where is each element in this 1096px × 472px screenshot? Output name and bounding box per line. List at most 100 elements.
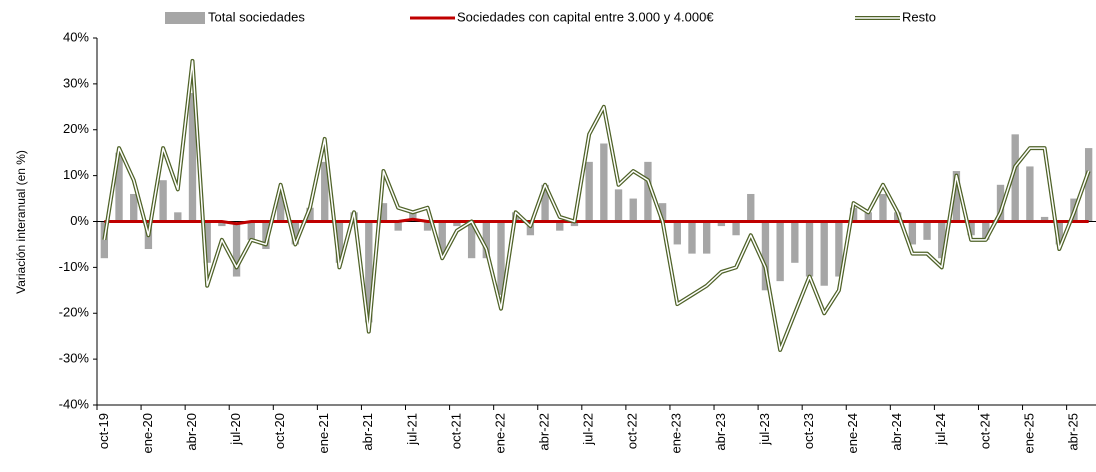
x-tick-label: abr-20 <box>184 413 199 451</box>
bar <box>938 221 946 259</box>
bar <box>717 221 726 227</box>
bar <box>438 221 446 254</box>
bar <box>952 171 961 222</box>
bar <box>115 152 123 222</box>
bar <box>908 221 917 245</box>
bar <box>658 203 667 222</box>
bar <box>218 221 226 227</box>
bar <box>1055 221 1063 245</box>
x-tick-label: jul-21 <box>404 413 419 446</box>
bar <box>1040 216 1049 222</box>
x-tick-label: ene-21 <box>316 413 331 453</box>
bar <box>585 161 593 222</box>
bar <box>497 221 505 295</box>
bar <box>379 203 388 222</box>
y-tick-label: -20% <box>59 305 90 320</box>
line-outer <box>102 58 1091 352</box>
x-tick-label: abr-22 <box>537 413 552 451</box>
bar <box>409 212 417 222</box>
x-tick-label: oct-24 <box>977 413 992 449</box>
legend-swatch <box>165 12 205 24</box>
legend-label: Total sociedades <box>208 9 305 24</box>
bar <box>923 221 931 240</box>
bar <box>262 221 270 250</box>
bar <box>776 221 784 282</box>
y-tick-label: -30% <box>59 351 90 366</box>
bar <box>791 221 799 263</box>
bar <box>541 184 549 222</box>
bar <box>864 212 872 222</box>
x-tick-label: ene-25 <box>1021 413 1036 453</box>
bar <box>335 221 344 263</box>
y-tick-label: 10% <box>63 167 89 182</box>
y-tick-label: -40% <box>59 396 90 411</box>
line-inner <box>103 60 1090 351</box>
bar <box>835 221 843 277</box>
bar <box>673 221 681 245</box>
bar <box>747 193 755 222</box>
x-tick-label: ene-23 <box>669 413 684 453</box>
y-tick-label: 20% <box>63 121 89 136</box>
bar <box>967 221 975 236</box>
bar <box>688 221 696 254</box>
y-tick-label: -10% <box>59 259 90 274</box>
bar <box>1011 134 1019 222</box>
x-tick-label: oct-20 <box>272 413 287 449</box>
bar <box>556 221 564 231</box>
bar <box>570 221 579 227</box>
bar <box>130 193 138 222</box>
bar <box>703 221 711 254</box>
x-tick-label: abr-23 <box>713 413 728 451</box>
legend-label: Sociedades con capital entre 3.000 y 4.0… <box>457 9 714 24</box>
bar <box>526 221 535 236</box>
bar <box>423 221 432 231</box>
bar <box>614 189 623 222</box>
bar <box>482 221 490 259</box>
bar <box>276 193 285 222</box>
x-tick-label: abr-24 <box>889 413 904 451</box>
bar <box>467 221 476 259</box>
x-tick-label: abr-25 <box>1065 413 1080 451</box>
x-tick-label: jul-24 <box>933 413 948 446</box>
y-tick-label: 0% <box>70 213 89 228</box>
x-tick-label: oct-19 <box>96 413 111 449</box>
y-axis-label: Variación interanual (en %) <box>14 150 28 294</box>
x-tick-label: jul-20 <box>228 413 243 446</box>
bar <box>453 221 461 227</box>
bar <box>174 212 182 222</box>
bar <box>365 221 373 323</box>
x-tick-label: abr-21 <box>360 413 375 451</box>
bar <box>644 161 652 222</box>
bar <box>805 221 814 277</box>
bar <box>879 193 887 222</box>
legend-label: Resto <box>902 9 936 24</box>
bar <box>996 184 1005 222</box>
y-tick-label: 40% <box>63 29 89 44</box>
x-tick-label: oct-21 <box>448 413 463 449</box>
bar <box>291 221 300 245</box>
x-tick-label: ene-22 <box>492 413 507 453</box>
x-tick-label: ene-20 <box>140 413 155 453</box>
bar <box>306 207 314 222</box>
bar <box>159 180 167 222</box>
bar <box>247 221 255 240</box>
bar <box>321 161 329 222</box>
bar <box>203 221 211 263</box>
x-tick-label: ene-24 <box>845 413 860 453</box>
bar <box>732 221 740 236</box>
bar <box>629 198 637 222</box>
bar <box>761 221 770 291</box>
x-tick-label: oct-22 <box>625 413 640 449</box>
x-tick-label: oct-23 <box>801 413 816 449</box>
x-tick-label: jul-22 <box>581 413 596 446</box>
bar <box>982 221 990 240</box>
y-tick-label: 30% <box>63 75 89 90</box>
x-tick-label: jul-23 <box>757 413 772 446</box>
bar <box>820 221 828 286</box>
bar <box>100 221 109 259</box>
bar <box>1026 166 1034 222</box>
bar <box>394 221 402 231</box>
bar <box>1084 148 1093 222</box>
bar <box>232 221 241 277</box>
